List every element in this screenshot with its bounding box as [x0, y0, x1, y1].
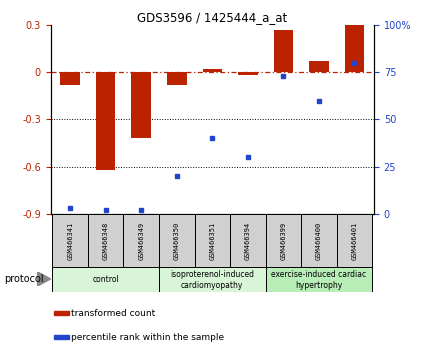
Bar	[266, 214, 301, 267]
Bar	[52, 214, 88, 267]
Bar	[202, 69, 222, 72]
Bar	[96, 72, 115, 170]
Text: exercise-induced cardiac
hypertrophy: exercise-induced cardiac hypertrophy	[271, 270, 367, 290]
Text: percentile rank within the sample: percentile rank within the sample	[70, 332, 224, 342]
Text: isoproterenol-induced
cardiomyopathy: isoproterenol-induced cardiomyopathy	[170, 270, 254, 290]
Bar	[230, 214, 266, 267]
Bar	[238, 72, 257, 75]
Text: transformed count: transformed count	[70, 309, 155, 318]
Bar	[159, 267, 266, 292]
Text: GSM466399: GSM466399	[280, 222, 286, 260]
Bar	[52, 267, 159, 292]
Polygon shape	[37, 272, 51, 286]
Text: GSM466349: GSM466349	[138, 222, 144, 260]
Text: GSM466351: GSM466351	[209, 222, 215, 260]
Bar	[55, 311, 69, 315]
Text: control: control	[92, 275, 119, 284]
Bar	[132, 72, 151, 138]
Title: GDS3596 / 1425444_a_at: GDS3596 / 1425444_a_at	[137, 11, 287, 24]
Bar	[274, 29, 293, 72]
Bar	[159, 214, 194, 267]
Bar	[88, 214, 124, 267]
Text: GSM466341: GSM466341	[67, 222, 73, 260]
Text: GSM466400: GSM466400	[316, 222, 322, 260]
Bar	[345, 25, 364, 72]
Bar	[60, 72, 80, 85]
Text: protocol: protocol	[4, 274, 44, 284]
Bar	[309, 61, 329, 72]
Bar	[266, 267, 372, 292]
Text: GSM466350: GSM466350	[174, 222, 180, 260]
Bar	[194, 214, 230, 267]
Text: GSM466394: GSM466394	[245, 222, 251, 260]
Bar	[337, 214, 372, 267]
Bar	[124, 214, 159, 267]
Bar	[301, 214, 337, 267]
Bar	[167, 72, 187, 85]
Text: GSM466348: GSM466348	[103, 222, 109, 260]
Text: GSM466401: GSM466401	[352, 222, 357, 260]
Bar	[55, 335, 69, 339]
